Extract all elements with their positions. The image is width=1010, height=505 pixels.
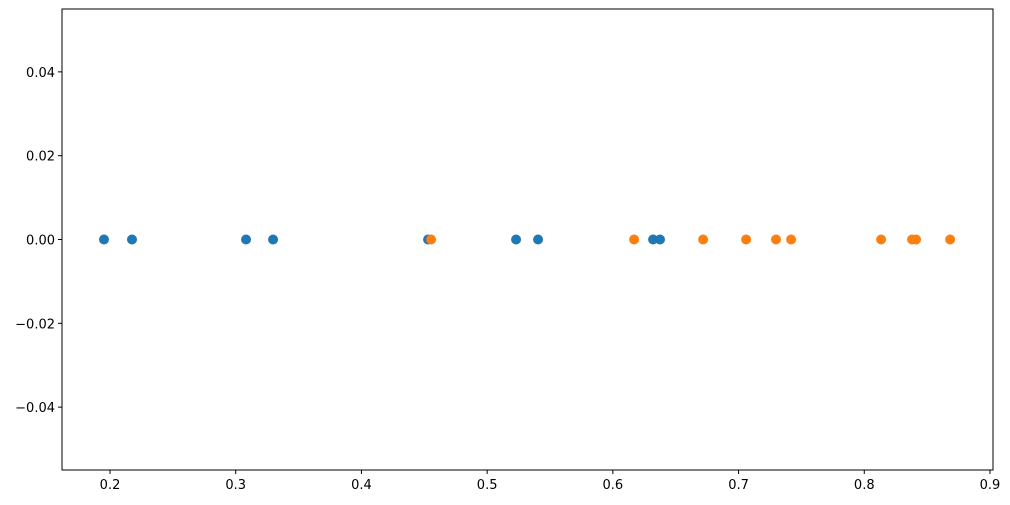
point [741, 234, 752, 245]
point [629, 234, 640, 245]
point [876, 234, 887, 245]
point [911, 234, 922, 245]
y-tick-label: 0.04 [26, 66, 55, 81]
x-tick-label: 0.2 [100, 478, 121, 493]
point [98, 234, 109, 245]
x-tick-label: 0.8 [854, 478, 875, 493]
y-tick-label: 0.00 [26, 234, 55, 249]
point [268, 234, 279, 245]
x-tick-label: 0.9 [980, 478, 1001, 493]
x-tick-label: 0.6 [603, 478, 624, 493]
y-tick-label: −0.02 [15, 317, 55, 332]
x-tick-label: 0.3 [225, 478, 246, 493]
plot-frame [61, 8, 994, 471]
point [654, 234, 665, 245]
point [698, 234, 709, 245]
x-tick-label: 0.5 [477, 478, 498, 493]
point [127, 234, 138, 245]
y-tick-label: 0.02 [26, 150, 55, 165]
x-tick-label: 0.7 [728, 478, 749, 493]
point [945, 234, 956, 245]
point [511, 234, 522, 245]
point [533, 234, 544, 245]
point [648, 234, 659, 245]
point [786, 234, 797, 245]
x-tick-label: 0.4 [351, 478, 372, 493]
point [426, 234, 437, 245]
point [771, 234, 782, 245]
point [241, 234, 252, 245]
y-tick-label: −0.04 [15, 401, 55, 416]
